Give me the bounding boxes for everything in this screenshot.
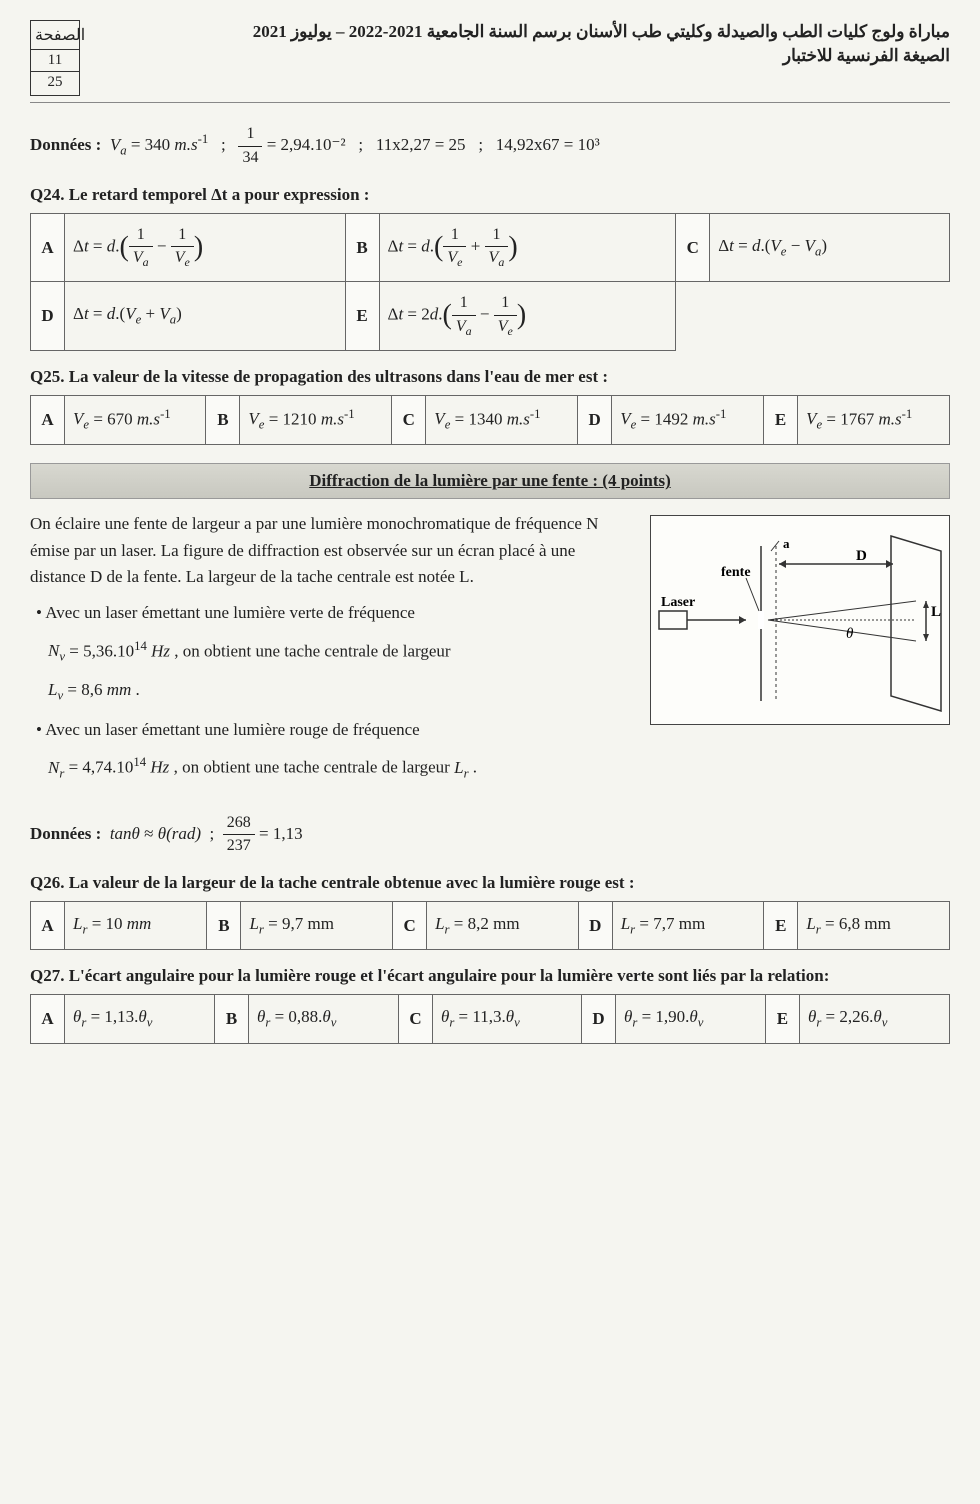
q24-title: Q24. Le retard temporel Δt a pour expres…	[30, 183, 950, 207]
q25-C: Ve = 1340 m.s-1	[426, 395, 578, 445]
diffraction-diagram: Laser fente a D θ L	[650, 515, 950, 725]
q24-E: Δt = 2d.(1Va − 1Ve)	[379, 282, 676, 350]
q27-A-label: A	[31, 995, 65, 1043]
diag-laser-label: Laser	[661, 595, 695, 610]
q27-D: θr = 1,90.θv	[615, 995, 765, 1043]
q24-D: Δt = d.(Ve + Va)	[65, 282, 346, 350]
q26-C-label: C	[393, 902, 427, 950]
donnees2-label: Données :	[30, 823, 101, 842]
q24-A-label: A	[31, 213, 65, 281]
page-header: الصفحة 11 25 مباراة ولوج كليات الطب والص…	[30, 20, 950, 103]
q26-E-label: E	[764, 902, 798, 950]
q26-E: Lr = 6,8 mm	[798, 902, 950, 950]
q24-table: A Δt = d.(1Va − 1Ve) B Δt = d.(1Ve + 1Va…	[30, 213, 950, 351]
q27-B: θr = 0,88.θv	[248, 995, 398, 1043]
q26-table: A Lr = 10 mm B Lr = 9,7 mm C Lr = 8,2 mm…	[30, 901, 950, 950]
d1-frac-den: 34	[238, 147, 262, 169]
q27-E: θr = 2,26.θv	[799, 995, 949, 1043]
q25-E: Ve = 1767 m.s-1	[798, 395, 950, 445]
donnees-2: Données : tanθ ≈ θ(rad) ; 268237 = 1,13	[30, 812, 950, 858]
q25-C-label: C	[392, 395, 426, 445]
diag-a-label: a	[783, 536, 790, 551]
d2-frac-den: 237	[223, 835, 255, 857]
diag-theta-label: θ	[846, 626, 854, 642]
q26-D-label: D	[578, 902, 612, 950]
d1-eq2: = 2,94.10⁻²	[267, 135, 346, 154]
diff-b2-l2: Nr = 4,74.1014 Hz , on obtient une tache…	[48, 753, 634, 784]
q27-C-label: C	[398, 995, 432, 1043]
q24-D-label: D	[31, 282, 65, 350]
q27-A: θr = 1,13.θv	[65, 995, 215, 1043]
page-label: الصفحة	[31, 23, 79, 50]
q27-table: A θr = 1,13.θv B θr = 0,88.θv C θr = 11,…	[30, 994, 950, 1043]
q26-B-label: B	[207, 902, 241, 950]
q25-D-label: D	[578, 395, 612, 445]
section-banner-diffraction: Diffraction de la lumière par une fente …	[30, 463, 950, 499]
q26-title: Q26. La valeur de la largeur de la tache…	[30, 871, 950, 895]
q25-A-label: A	[31, 395, 65, 445]
diff-b1-l1: • Avec un laser émettant une lumière ver…	[36, 600, 634, 626]
exam-title: مباراة ولوج كليات الطب والصيدلة وكليتي ط…	[95, 20, 950, 68]
q25-D: Ve = 1492 m.s-1	[612, 395, 764, 445]
q25-B-label: B	[206, 395, 240, 445]
q25-table: A Ve = 670 m.s-1 B Ve = 1210 m.s-1 C Ve …	[30, 395, 950, 446]
diag-D-label: D	[856, 548, 867, 564]
q26-A-label: A	[31, 902, 65, 950]
diffraction-body: On éclaire une fente de largeur a par un…	[30, 511, 950, 793]
diff-b1-l3: Lv = 8,6 mm .	[48, 677, 634, 706]
q26-A: Lr = 10 mm	[65, 902, 207, 950]
diag-L-label: L	[931, 604, 941, 620]
d2-frac-num: 268	[223, 812, 255, 835]
q25-A: Ve = 670 m.s-1	[65, 395, 206, 445]
q27-C: θr = 11,3.θv	[432, 995, 581, 1043]
q24-E-label: E	[345, 282, 379, 350]
q27-D-label: D	[581, 995, 615, 1043]
q26-C: Lr = 8,2 mm	[427, 902, 579, 950]
q24-A: Δt = d.(1Va − 1Ve)	[65, 213, 346, 281]
title-line1: مباراة ولوج كليات الطب والصيدلة وكليتي ط…	[95, 20, 950, 44]
diff-b2-l1: • Avec un laser émettant une lumière rou…	[36, 717, 634, 743]
q25-E-label: E	[764, 395, 798, 445]
diffraction-text: On éclaire une fente de largeur a par un…	[30, 511, 634, 793]
donnees-1: Données : Va = 340 m.s-1 ; 134 = 2,94.10…	[30, 123, 950, 169]
q26-B: Lr = 9,7 mm	[241, 902, 393, 950]
diff-p1: On éclaire une fente de largeur a par un…	[30, 511, 634, 590]
donnees1-label: Données :	[30, 135, 101, 154]
q27-B-label: B	[214, 995, 248, 1043]
page-current: 11	[31, 50, 79, 72]
page-number-box: الصفحة 11 25	[30, 20, 80, 96]
q24-C: Δt = d.(Ve − Va)	[710, 213, 950, 281]
q26-D: Lr = 7,7 mm	[612, 902, 764, 950]
d1-eq4: 14,92x67 = 10³	[496, 135, 600, 154]
diff-b1-l2: Nv = 5,36.1014 Hz , on obtient une tache…	[48, 637, 634, 668]
q27-title: Q27. L'écart angulaire pour la lumière r…	[30, 964, 950, 988]
diag-fente-label: fente	[721, 565, 751, 580]
d2-eq: = 1,13	[259, 823, 303, 842]
q27-E-label: E	[765, 995, 799, 1043]
q24-B: Δt = d.(1Ve + 1Va)	[379, 213, 676, 281]
q25-B: Ve = 1210 m.s-1	[240, 395, 392, 445]
q24-B-label: B	[345, 213, 379, 281]
q24-C-label: C	[676, 213, 710, 281]
page-total: 25	[31, 72, 79, 93]
q25-title: Q25. La valeur de la vitesse de propagat…	[30, 365, 950, 389]
d1-eq3: 11x2,27 = 25	[376, 135, 466, 154]
title-line2: الصيغة الفرنسية للاختبار	[95, 44, 950, 68]
d1-frac-num: 1	[238, 123, 262, 146]
